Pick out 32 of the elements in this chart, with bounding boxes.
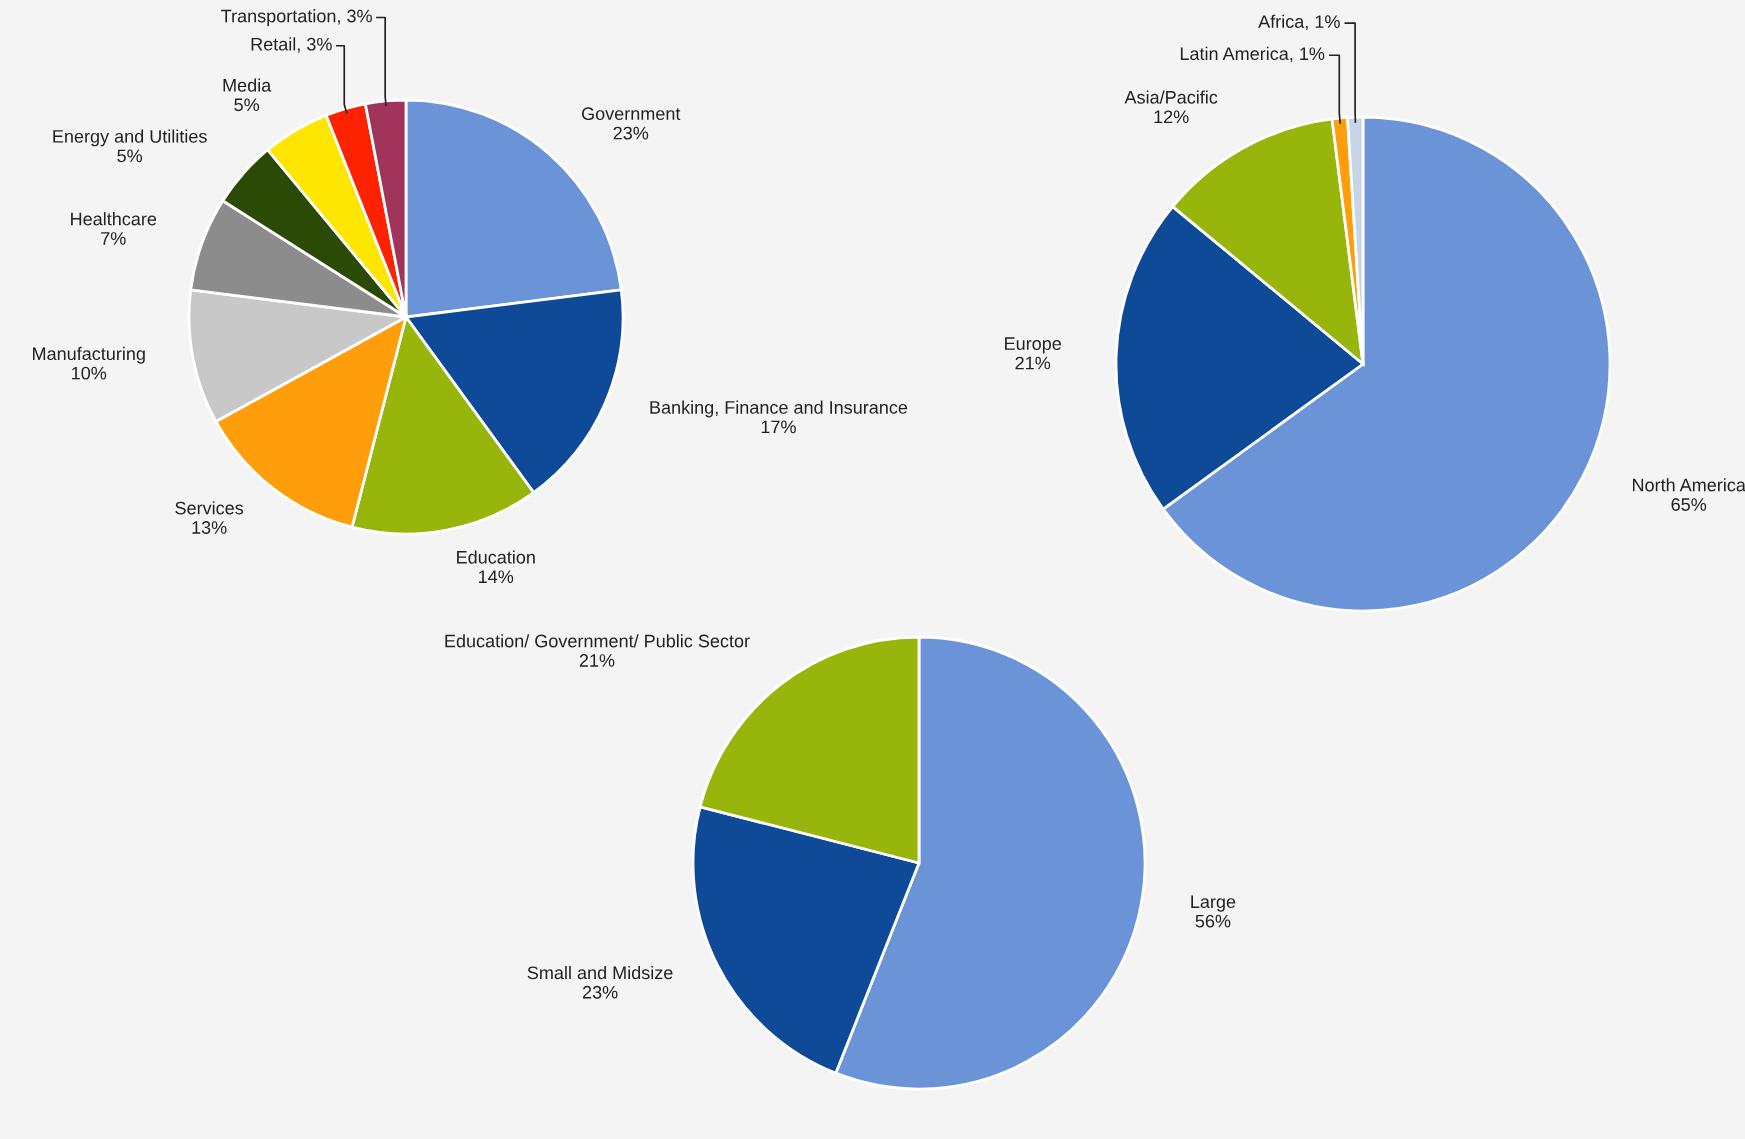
data-label: 65% — [1671, 498, 1707, 511]
slice-label: Government — [581, 107, 681, 121]
data-label: 21% — [579, 654, 615, 667]
slice-label: Retail, 3% — [251, 37, 332, 53]
slice-label: Europe — [1005, 337, 1062, 354]
slice-label: Media — [223, 78, 272, 92]
data-label: 23% — [582, 985, 618, 999]
data-label: 56% — [1195, 914, 1231, 928]
slice-label: Small and Midsize — [527, 965, 673, 980]
slice-label: Education — [457, 550, 535, 564]
slice-label: Manufacturing — [33, 346, 145, 364]
slice-label: Latin America, 1% — [1180, 46, 1325, 63]
data-label: 7% — [101, 232, 126, 245]
data-label: 14% — [479, 570, 514, 584]
slice-label: Energy and Utilities — [53, 129, 207, 147]
slice-label: Large — [1191, 895, 1236, 912]
data-label: 5% — [234, 98, 260, 112]
slice-label: Services — [175, 501, 244, 515]
slice-label: Banking, Finance and Insurance — [650, 400, 908, 418]
slice-label: Asia/Pacific — [1124, 90, 1218, 104]
data-label: 13% — [192, 521, 227, 534]
slice-label: Healthcare — [71, 212, 157, 226]
slice-label: Africa, 1% — [1258, 14, 1340, 31]
slice-label: Education/ Government/ Public Sector — [445, 634, 750, 648]
data-label: 23% — [613, 126, 649, 140]
slice-label: North America — [1632, 478, 1745, 492]
data-label: 12% — [1154, 110, 1189, 124]
data-label: 17% — [761, 420, 796, 434]
data-label: 10% — [72, 366, 107, 380]
data-label: 21% — [1015, 356, 1051, 370]
slice-label: Transportation, 3% — [221, 9, 372, 26]
data-label: 5% — [117, 149, 143, 163]
